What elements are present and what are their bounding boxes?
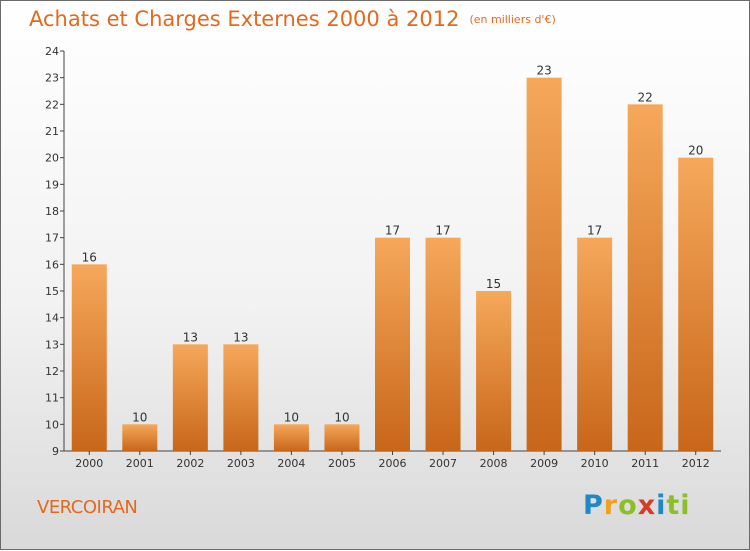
proxiti-logo: Proxiti (583, 490, 691, 521)
y-tick-label: 21 (45, 125, 59, 138)
bar (324, 424, 360, 451)
data-label: 20 (688, 144, 703, 158)
y-tick-label: 18 (45, 205, 59, 218)
x-tick-label: 2005 (328, 457, 356, 470)
x-tick-label: 2009 (530, 457, 558, 470)
data-label: 15 (486, 277, 501, 291)
data-label: 10 (132, 410, 147, 424)
y-tick-label: 9 (52, 445, 59, 458)
logo-letter: x (637, 490, 657, 521)
x-tick-label: 2010 (581, 457, 609, 470)
y-tick-label: 10 (45, 418, 59, 431)
logo-letter: ti (666, 490, 691, 521)
y-tick-label: 19 (45, 178, 59, 191)
y-tick-label: 24 (45, 45, 59, 58)
data-label: 17 (435, 224, 450, 238)
bar (223, 344, 259, 451)
logo-letter: r (603, 490, 619, 521)
chart-title-text: Achats et Charges Externes 2000 à 2012 (29, 7, 460, 31)
y-tick-label: 22 (45, 98, 59, 111)
y-tick-label: 16 (45, 258, 59, 271)
x-tick-label: 2012 (682, 457, 710, 470)
y-tick-label: 15 (45, 285, 59, 298)
bar (122, 424, 158, 451)
data-label: 10 (284, 410, 299, 424)
x-tick-label: 2001 (126, 457, 154, 470)
chart-unit: (en milliers d'€) (469, 13, 556, 26)
bar (476, 291, 512, 451)
data-label: 10 (334, 410, 349, 424)
bar (526, 77, 562, 452)
data-label: 13 (233, 330, 248, 344)
city-name: VERCOIRAN (37, 497, 138, 518)
y-tick-label: 13 (45, 338, 59, 351)
data-label: 17 (587, 224, 602, 238)
x-tick-label: 2007 (429, 457, 457, 470)
y-tick-label: 20 (45, 152, 59, 165)
chart-bars: 16 10 13 13 10 10 17 17 15 23 17 22 20 (71, 64, 714, 452)
bar (273, 424, 309, 451)
data-label: 17 (385, 224, 400, 238)
x-tick-label: 2006 (379, 457, 407, 470)
logo-letter: o (618, 490, 638, 521)
logo-letter: i (656, 490, 667, 521)
x-tick-label: 2000 (75, 457, 103, 470)
bar (577, 237, 613, 451)
y-tick-label: 11 (45, 392, 59, 405)
x-tick-label: 2004 (277, 457, 305, 470)
bar (678, 157, 714, 451)
x-tick-label: 2003 (227, 457, 255, 470)
x-tick-label: 2002 (176, 457, 204, 470)
x-tick-label: 2008 (480, 457, 508, 470)
chart-axes: 9 10 11 12 13 14 15 16 17 18 19 20 21 22 23 24 2000 2001 2… (45, 45, 721, 470)
bar (71, 264, 107, 451)
x-tick-label: 2011 (631, 457, 659, 470)
y-tick-label: 23 (45, 72, 59, 85)
bar (172, 344, 208, 451)
bar (375, 237, 410, 451)
data-label: 23 (536, 64, 551, 78)
logo-letter: P (583, 490, 604, 521)
bar (425, 237, 461, 451)
data-label: 22 (638, 90, 653, 104)
data-label: 16 (82, 250, 97, 264)
y-tick-label: 12 (45, 365, 59, 378)
y-tick-label: 17 (45, 232, 59, 245)
chart-title: Achats et Charges Externes 2000 à 2012 (e… (29, 7, 556, 31)
data-label: 13 (183, 330, 198, 344)
bar (627, 104, 663, 451)
y-tick-label: 14 (45, 312, 59, 325)
